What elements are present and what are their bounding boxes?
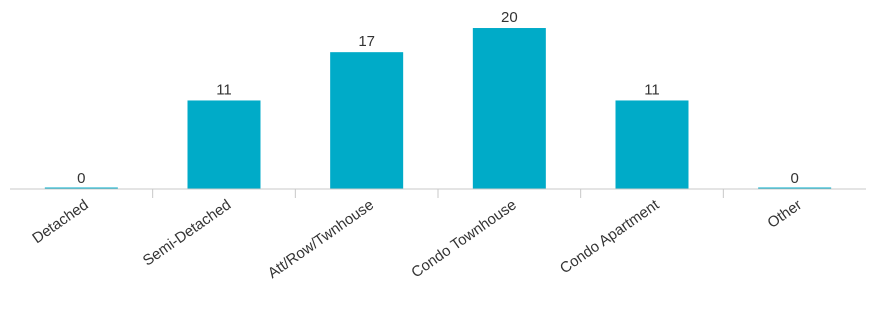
bar-3 — [472, 28, 546, 190]
category-label-0: Detached — [29, 196, 91, 247]
category-labels: Detached Semi-Detached Att/Row/Twnhouse Con… — [29, 196, 805, 282]
bars — [44, 28, 832, 190]
bar-5 — [758, 187, 832, 189]
bar-4 — [615, 100, 689, 189]
category-label-4: Condo Apartment — [557, 196, 663, 277]
x-axis-ticks — [152, 189, 724, 198]
category-label-2: Att/Row/Twnhouse — [265, 196, 377, 282]
data-label-1: 11 — [216, 81, 232, 98]
data-label-5: 0 — [790, 170, 798, 187]
data-labels: 0 11 17 20 11 0 — [77, 9, 799, 187]
category-label-3: Condo Townhouse — [408, 196, 519, 281]
data-label-4: 11 — [644, 81, 660, 98]
data-label-0: 0 — [77, 170, 85, 187]
category-label-5: Other — [764, 196, 804, 231]
bar-1 — [187, 100, 261, 189]
data-label-3: 20 — [501, 9, 518, 26]
bar-2 — [330, 52, 404, 189]
category-label-1: Semi-Detached — [140, 196, 234, 269]
data-label-2: 17 — [358, 33, 375, 50]
bar-0 — [44, 187, 118, 189]
